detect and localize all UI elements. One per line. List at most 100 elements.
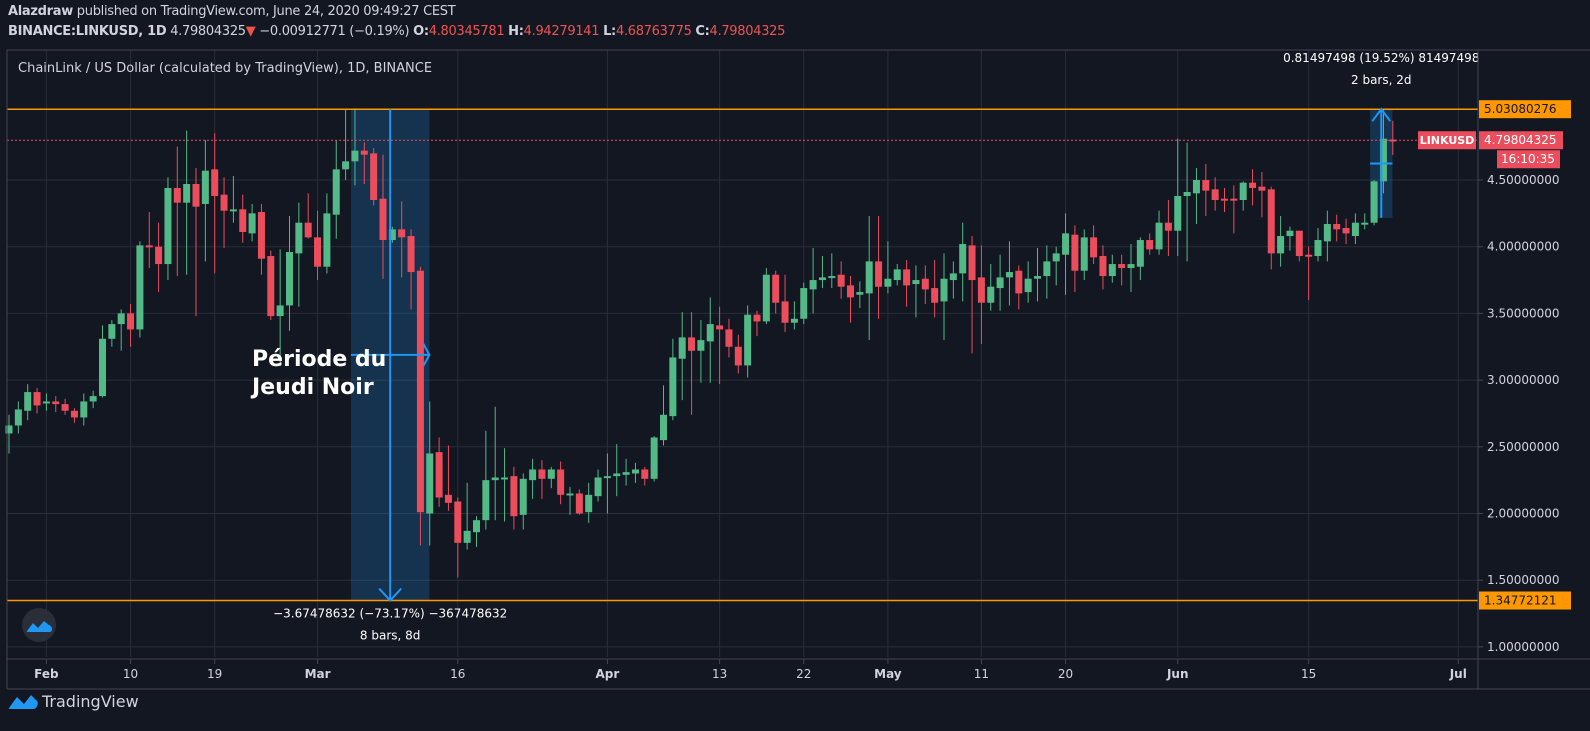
candle	[706, 297, 714, 383]
candle-body	[968, 245, 976, 281]
candle	[323, 193, 331, 274]
candle-body	[286, 252, 293, 306]
candle-body	[426, 453, 434, 514]
candle	[1043, 245, 1051, 299]
candle	[538, 460, 546, 499]
measure-value-label: 0.81497498 (19.52%) 81497498	[1283, 51, 1479, 65]
candle-body	[1146, 240, 1154, 250]
candle-body	[173, 188, 181, 203]
candle-body	[557, 469, 565, 495]
drawings[interactable]: −3.67478632 (−73.17%) −367478632 8 bars, …	[7, 51, 1479, 643]
candle-body	[388, 229, 396, 241]
candle	[856, 281, 864, 309]
candle	[332, 139, 340, 239]
candle	[360, 142, 368, 185]
candle-body	[613, 473, 621, 477]
candle	[977, 245, 985, 345]
candle	[1192, 167, 1200, 225]
tradingview-cloud-icon	[8, 695, 38, 709]
tradingview-cloud-icon	[26, 621, 52, 632]
last-price-badge	[1479, 131, 1563, 150]
candle	[155, 222, 163, 293]
candle	[1314, 228, 1322, 262]
candle-body	[818, 277, 826, 281]
countdown-badge	[1497, 150, 1560, 169]
candle-body	[875, 261, 883, 287]
axes: 1.00000000 1.50000000 2.00000000 2.50000000…	[6, 49, 1590, 690]
candle	[444, 445, 452, 511]
candle-body	[229, 209, 237, 212]
candle-body	[585, 494, 593, 513]
x-tick-label: Jun	[1166, 667, 1189, 681]
candle	[762, 268, 770, 325]
candle	[1052, 246, 1060, 286]
x-tick-label: Jul	[1449, 667, 1467, 681]
candle-body	[136, 245, 144, 330]
ohlc-bar: BINANCE:LINKUSD, 1D 4.79804325▼ −0.00912…	[8, 24, 785, 39]
candle	[631, 462, 639, 483]
candle	[108, 320, 116, 347]
candle-body	[42, 401, 50, 404]
candle	[1286, 226, 1294, 251]
candle-body	[482, 480, 490, 521]
candle-body	[688, 337, 696, 351]
candle-body	[192, 184, 200, 207]
candle-body	[1005, 272, 1013, 278]
candle	[893, 264, 901, 286]
candle	[557, 461, 565, 505]
candle-body	[370, 153, 378, 201]
candle-body	[501, 477, 509, 480]
candle	[1015, 265, 1023, 310]
candle	[1062, 213, 1070, 295]
publish-info: Alazdraw published on TradingView.com, J…	[8, 4, 456, 19]
candle	[248, 204, 256, 242]
candle	[847, 276, 854, 323]
candle-body	[622, 472, 630, 475]
candle-body	[379, 198, 387, 241]
candle	[1305, 246, 1313, 301]
candle	[1099, 245, 1107, 290]
candle-body	[99, 338, 106, 397]
low-value: 4.68763775	[615, 24, 692, 39]
footer-brand[interactable]: TradingView	[42, 691, 139, 711]
candle-body	[183, 184, 191, 203]
candle-body	[1351, 222, 1359, 237]
candle	[1127, 244, 1135, 293]
candle-body	[407, 236, 415, 273]
candle	[519, 473, 527, 530]
x-tick-label: May	[874, 667, 902, 681]
candle-body	[809, 280, 817, 290]
candle-body	[1221, 198, 1228, 201]
candle	[968, 236, 976, 354]
candle	[416, 266, 424, 546]
candle	[99, 325, 106, 398]
candle	[314, 210, 322, 281]
candle	[379, 154, 387, 279]
candle-body	[24, 392, 32, 411]
candle-body	[893, 269, 901, 281]
high-value: 4.94279141	[523, 24, 600, 39]
candle	[295, 202, 303, 307]
candle	[286, 216, 293, 331]
x-tick-label: 15	[1301, 667, 1316, 681]
candle	[1221, 188, 1228, 213]
candle-body	[454, 501, 462, 543]
candle-body	[342, 161, 350, 170]
candle-body	[921, 278, 929, 290]
candle-body	[800, 288, 808, 319]
author-name[interactable]: Alazdraw	[8, 4, 73, 19]
candle-body	[1118, 264, 1126, 269]
symbol-label: BINANCE:LINKUSD, 1D	[8, 24, 167, 39]
candle	[52, 396, 60, 413]
candle	[1090, 225, 1098, 265]
candle-body	[1099, 256, 1107, 277]
arrow-right-icon	[422, 343, 431, 367]
candle-body	[510, 476, 518, 517]
annotation-line-1[interactable]: Période du	[252, 347, 386, 372]
candle-body	[529, 469, 537, 481]
annotation-line-2[interactable]: Jeudi Noir	[250, 375, 374, 400]
candle	[1211, 177, 1219, 211]
candle-body	[1323, 224, 1331, 242]
candle-body	[996, 277, 1004, 289]
